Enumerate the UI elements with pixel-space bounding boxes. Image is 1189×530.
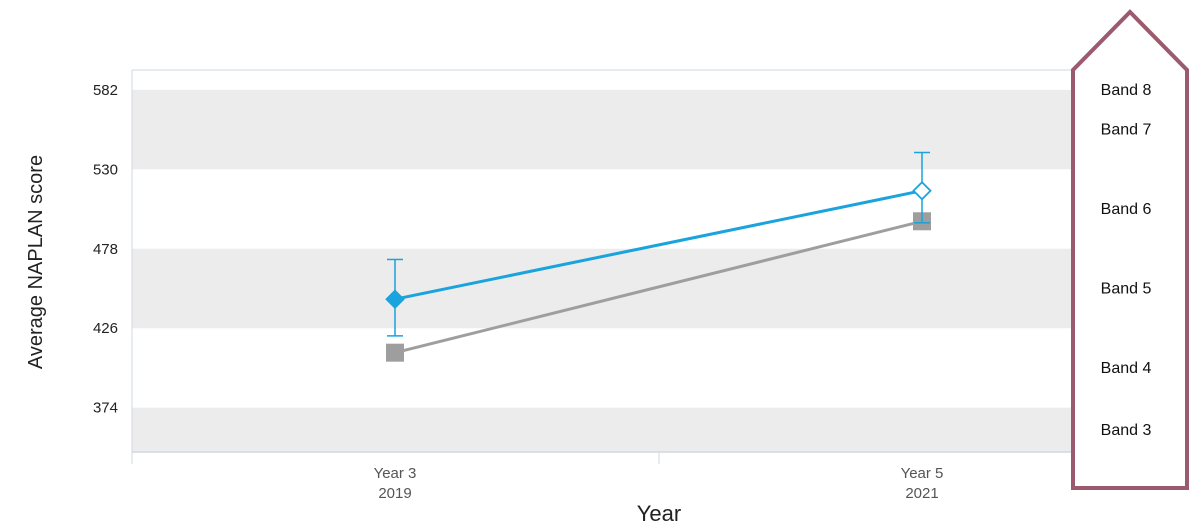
band-label: Band 5 <box>1101 281 1152 298</box>
y-tick-label: 582 <box>93 82 118 99</box>
y-tick-label: 374 <box>93 400 118 417</box>
axes <box>131 69 1073 464</box>
band-label: Band 4 <box>1101 360 1152 377</box>
band-label: Band 6 <box>1101 201 1152 218</box>
y-tick-label: 478 <box>93 241 118 258</box>
band-label: Band 7 <box>1101 122 1152 139</box>
y-tick-label: 530 <box>93 161 118 178</box>
band-label: Band 3 <box>1101 422 1152 439</box>
series-lines <box>385 151 932 362</box>
x-tick-label: Year 5 <box>901 465 944 482</box>
data-point <box>385 289 405 309</box>
series-line <box>394 219 923 355</box>
band-label: Band 8 <box>1101 82 1152 99</box>
data-point <box>386 343 404 362</box>
band-shade <box>132 89 1073 170</box>
data-point <box>912 180 932 201</box>
y-axis-title: Average NAPLAN score <box>25 155 47 369</box>
band-highlight-outline <box>1071 9 1189 490</box>
band-shade <box>132 407 1073 452</box>
x-axis-title: Year <box>637 501 681 525</box>
x-tick-label-year: 2019 <box>378 485 411 502</box>
series-line <box>394 189 923 301</box>
x-tick-label-year: 2021 <box>905 485 938 502</box>
band-shading <box>132 89 1073 452</box>
y-tick-label: 426 <box>93 320 118 337</box>
band-shade <box>132 248 1073 329</box>
x-tick-label: Year 3 <box>374 465 417 482</box>
tick-labels: 374 426 478 530 582 Year 3 2019 Year 5 2021 Band … <box>93 82 1151 502</box>
